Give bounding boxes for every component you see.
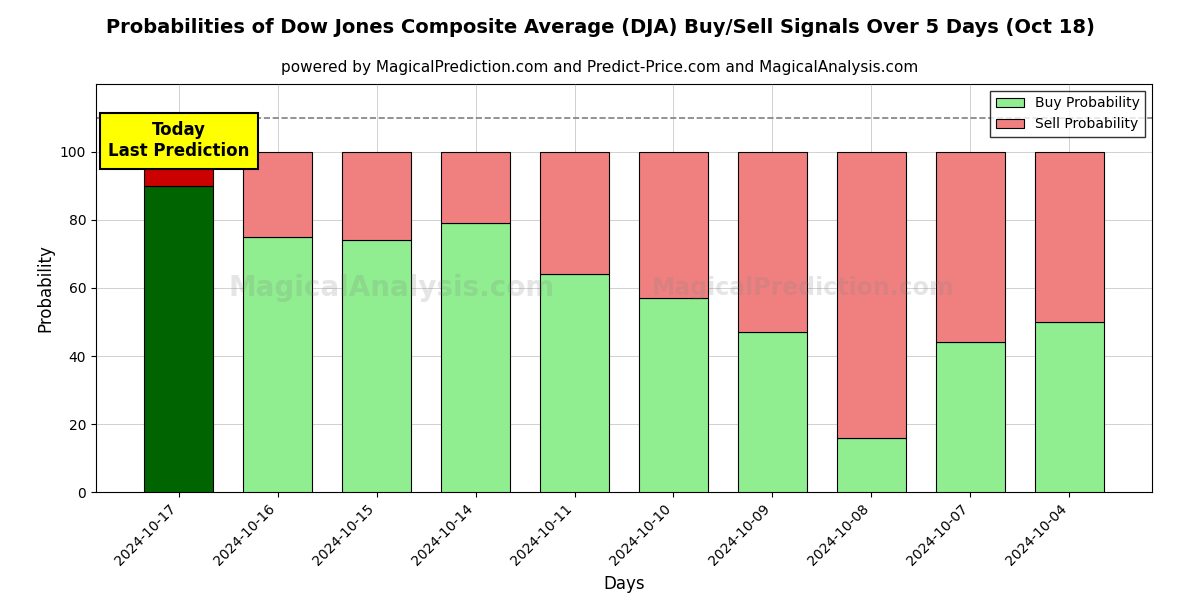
Bar: [440, 223, 510, 492]
Bar: [638, 152, 708, 298]
Legend: Buy Probability, Sell Probability: Buy Probability, Sell Probability: [990, 91, 1145, 137]
Bar: [342, 241, 412, 492]
Bar: [738, 332, 808, 492]
Bar: [936, 152, 1006, 343]
Bar: [936, 343, 1006, 492]
Bar: [242, 152, 312, 237]
Bar: [342, 152, 412, 241]
Text: MagicalAnalysis.com: MagicalAnalysis.com: [228, 274, 554, 302]
Text: MagicalPrediction.com: MagicalPrediction.com: [653, 276, 955, 300]
Bar: [1034, 152, 1104, 322]
Bar: [1034, 322, 1104, 492]
Y-axis label: Probability: Probability: [36, 244, 54, 332]
Bar: [836, 152, 906, 437]
Bar: [242, 237, 312, 492]
Bar: [836, 437, 906, 492]
Bar: [540, 274, 610, 492]
Bar: [638, 298, 708, 492]
Bar: [540, 152, 610, 274]
Bar: [440, 152, 510, 223]
Text: Today
Last Prediction: Today Last Prediction: [108, 121, 250, 160]
Bar: [144, 186, 214, 492]
Bar: [144, 152, 214, 186]
X-axis label: Days: Days: [604, 575, 644, 593]
Text: powered by MagicalPrediction.com and Predict-Price.com and MagicalAnalysis.com: powered by MagicalPrediction.com and Pre…: [281, 60, 919, 75]
Bar: [738, 152, 808, 332]
Text: Probabilities of Dow Jones Composite Average (DJA) Buy/Sell Signals Over 5 Days : Probabilities of Dow Jones Composite Ave…: [106, 18, 1094, 37]
